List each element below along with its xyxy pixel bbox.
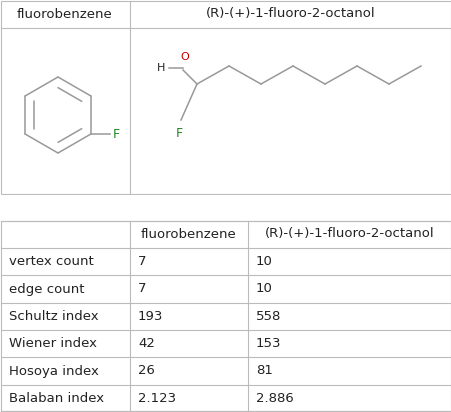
Text: 10: 10 bbox=[255, 283, 272, 295]
Text: 42: 42 bbox=[138, 337, 155, 350]
Text: F: F bbox=[175, 127, 182, 140]
Text: 193: 193 bbox=[138, 310, 163, 323]
Text: O: O bbox=[180, 52, 189, 62]
Text: Hosoya index: Hosoya index bbox=[9, 365, 99, 377]
Text: vertex count: vertex count bbox=[9, 255, 93, 268]
Text: 2.123: 2.123 bbox=[138, 392, 176, 405]
Text: 26: 26 bbox=[138, 365, 155, 377]
Text: 153: 153 bbox=[255, 337, 281, 350]
Text: Balaban index: Balaban index bbox=[9, 392, 104, 405]
Text: (R)-(+)-1-fluoro-2-octanol: (R)-(+)-1-fluoro-2-octanol bbox=[206, 7, 375, 21]
Text: H: H bbox=[156, 63, 165, 73]
Text: fluorobenzene: fluorobenzene bbox=[17, 7, 113, 21]
Text: edge count: edge count bbox=[9, 283, 84, 295]
Text: 2.886: 2.886 bbox=[255, 392, 293, 405]
Text: Wiener index: Wiener index bbox=[9, 337, 97, 350]
Text: 7: 7 bbox=[138, 283, 146, 295]
Text: 81: 81 bbox=[255, 365, 272, 377]
Text: fluorobenzene: fluorobenzene bbox=[141, 227, 236, 241]
Text: 10: 10 bbox=[255, 255, 272, 268]
Text: Schultz index: Schultz index bbox=[9, 310, 98, 323]
Text: 558: 558 bbox=[255, 310, 281, 323]
Text: F: F bbox=[113, 127, 120, 140]
Text: 7: 7 bbox=[138, 255, 146, 268]
Text: (R)-(+)-1-fluoro-2-octanol: (R)-(+)-1-fluoro-2-octanol bbox=[264, 227, 433, 241]
